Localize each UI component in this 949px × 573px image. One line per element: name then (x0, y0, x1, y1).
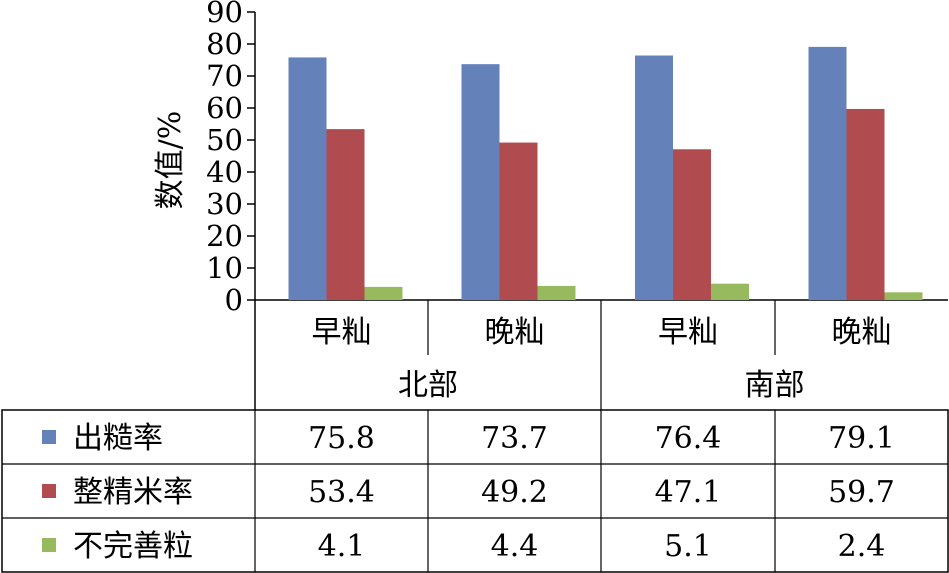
y-tick-label: 70 (206, 59, 243, 93)
group-label: 北部 (398, 368, 458, 403)
legend-label: 不完善粒 (73, 529, 193, 564)
x-tick-label: 早籼 (658, 315, 718, 350)
y-tick-label: 90 (206, 0, 243, 29)
y-tick-label: 60 (206, 91, 243, 125)
y-tick-label: 20 (206, 219, 243, 253)
bar (884, 292, 923, 300)
bar (673, 149, 711, 300)
data-label: 59.7 (828, 475, 895, 510)
y-tick-label: 10 (206, 251, 243, 285)
group-label: 南部 (745, 368, 805, 403)
bar (635, 55, 673, 300)
legend-label: 出糙率 (73, 421, 163, 456)
bar (326, 129, 365, 300)
bar (808, 46, 847, 300)
bars-layer (288, 46, 923, 301)
y-tick-label: 80 (206, 27, 243, 61)
data-label: 75.8 (308, 421, 375, 456)
data-table (1, 300, 949, 573)
data-label: 4.1 (318, 529, 366, 564)
data-label: 79.1 (828, 421, 895, 456)
x-tick-label: 早籼 (312, 315, 372, 350)
bar (537, 285, 576, 300)
x-tick-label: 晚籼 (832, 315, 892, 350)
y-tick-label: 30 (206, 187, 243, 221)
legend-swatch (42, 484, 56, 498)
data-label: 5.1 (664, 529, 712, 564)
data-label: 4.4 (491, 529, 539, 564)
legend-swatch (42, 538, 56, 552)
bar (846, 108, 885, 301)
bar (711, 283, 749, 300)
data-label: 53.4 (308, 475, 375, 510)
table-border (1, 409, 949, 573)
bar (364, 286, 403, 300)
y-tick-label: 0 (225, 283, 243, 317)
x-tick-label: 晚籼 (485, 315, 545, 350)
bar (499, 142, 538, 300)
bar (461, 64, 500, 300)
legend-label: 整精米率 (73, 475, 193, 510)
y-tick-label: 40 (206, 155, 243, 189)
data-label: 49.2 (481, 475, 548, 510)
data-label: 47.1 (655, 475, 722, 510)
legend-swatch (42, 430, 56, 444)
data-label: 2.4 (838, 529, 886, 564)
data-label: 73.7 (481, 421, 548, 456)
data-label: 76.4 (655, 421, 722, 456)
y-tick-label: 50 (206, 123, 243, 157)
bar (288, 57, 327, 300)
y-axis-label: 数值/% (153, 111, 188, 210)
